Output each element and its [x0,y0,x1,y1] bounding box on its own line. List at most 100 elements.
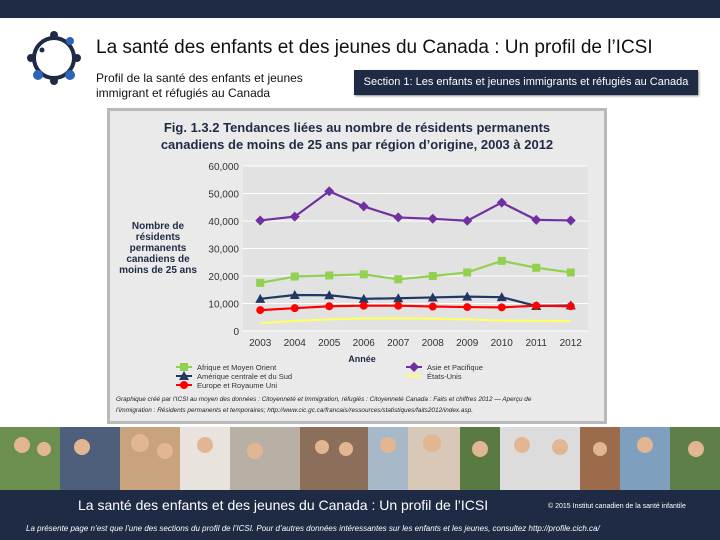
legend-entry: Europe et Royaume Uni [176,381,277,390]
section-badge: Section 1: Les enfants et jeunes immigra… [354,70,698,95]
data-point [394,275,403,284]
data-point [428,302,437,311]
series-line [260,293,571,308]
data-point [290,272,299,281]
x-tick-label: 2010 [491,338,514,349]
y-axis-title-line: Nombre de [132,221,185,232]
data-point [532,263,541,272]
series-4 [256,301,575,315]
chart-frame: 0 10,000 20,000 30,000 40,000 50,000 60,000 200… [107,108,607,424]
data-point [289,211,300,222]
data-point [289,289,300,299]
x-tick-label: 2012 [560,338,583,349]
data-point [290,304,299,313]
data-point [409,362,419,372]
data-point [255,293,266,303]
legend-entry: Afrique et Moyen Orient [176,363,277,372]
y-axis-title-line: moins de 25 ans [119,265,197,276]
data-point [324,290,335,300]
data-point [180,381,188,389]
data-point [255,215,266,226]
series-line [260,317,571,325]
data-point [394,301,403,310]
series-1 [255,186,576,226]
data-point [180,363,188,371]
legend-label: Europe et Royaume Uni [197,381,277,390]
y-axis-title-line: résidents [136,232,181,243]
x-tick-label: 2003 [249,338,272,349]
data-point [463,303,472,312]
line-chart: 0 10,000 20,000 30,000 40,000 50,000 60,000 200… [116,120,588,414]
legend-entry: États-Unis [406,372,462,381]
data-point [532,301,541,310]
x-tick-label: 2006 [353,338,376,349]
y-axis-title-line: permanents [130,243,187,254]
series-line [260,304,571,312]
data-point [496,292,507,302]
data-point [325,302,334,311]
data-point [565,215,576,226]
data-point [462,215,473,226]
data-point [359,270,368,279]
y-tick-label: 0 [233,327,239,338]
data-point [179,371,189,380]
y-tick-label: 10,000 [208,300,239,311]
data-point [393,212,404,223]
children-photos-collage [0,427,720,493]
x-tick-label: 2011 [525,338,547,349]
data-point [531,214,542,225]
data-point [566,302,575,311]
data-point [325,271,334,280]
data-point [497,256,506,265]
y-tick-label: 50,000 [208,190,239,201]
data-point [393,293,404,303]
data-point [358,201,369,212]
footer-note: La présente page n’est que l’une des sec… [26,524,600,533]
legend-entry: Amérique centrale et du Sud [176,371,292,381]
data-point [256,278,265,287]
data-point [359,301,368,310]
y-tick-label: 40,000 [208,217,239,228]
y-tick-label: 20,000 [208,272,239,283]
page-subtitle: Profil de la santé des enfants et jeunes… [96,71,303,100]
data-point [324,186,335,197]
legend-label: Amérique centrale et du Sud [197,372,292,381]
copyright-text: © 2015 Institut canadien de la santé inf… [548,503,686,510]
data-point [427,213,438,224]
data-point [566,268,575,277]
footer-band [0,490,720,540]
data-point [428,272,437,280]
legend-label: Asie et Pacifique [427,363,483,372]
data-point [427,292,438,302]
series-3 [260,317,571,325]
data-point [256,306,265,315]
data-point [358,293,369,303]
top-bar [0,0,720,18]
chart-source-line1: Graphique créé par l’ICSI au moyen des d… [116,396,532,403]
x-tick-label: 2004 [284,338,307,349]
footer-title: La santé des enfants et des jeunes du Ca… [78,497,489,513]
y-tick-label: 30,000 [208,245,239,256]
y-axis-title-line: canadiens de [126,254,190,265]
chart-source-line2: l’immigration : Résidents permanents et … [116,407,473,414]
series-0 [256,256,575,287]
x-tick-label: 2008 [422,338,445,349]
data-point [496,197,507,208]
children-circle-logo-icon [27,31,81,85]
page-title: La santé des enfants et des jeunes du Ca… [96,37,653,58]
data-point [462,291,473,301]
data-point [463,268,472,277]
chart-title-line2: canadiens de moins de 25 ans par région … [161,137,553,152]
series-line [260,259,571,284]
data-point [497,303,506,312]
legend-entry: Asie et Pacifique [406,362,483,372]
y-tick-label: 60,000 [208,162,239,173]
chart-title-line1: Fig. 1.3.2 Tendances liées au nombre de … [164,120,550,135]
series-line [260,190,571,222]
x-tick-label: 2007 [387,338,410,349]
legend-label: États-Unis [427,372,462,381]
x-tick-label: 2005 [318,338,341,349]
legend-label: Afrique et Moyen Orient [197,363,277,372]
photo-strip [0,427,720,493]
x-axis-title: Année [348,354,376,364]
